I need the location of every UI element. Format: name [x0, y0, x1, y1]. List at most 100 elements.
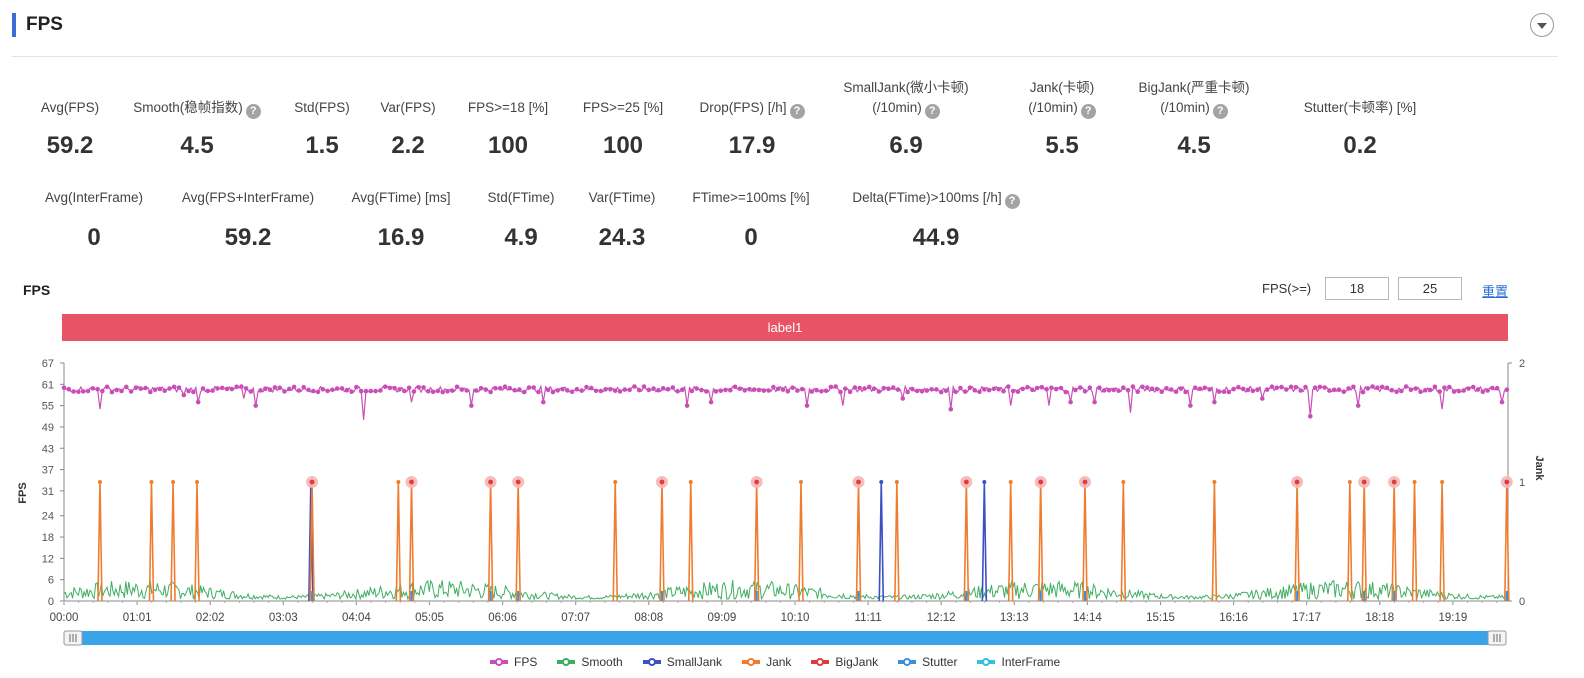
y-left-tick-label: 37 [42, 465, 54, 477]
stat-stats_row1-2: Std(FPS) 1.5 [202, 78, 442, 159]
fps-threshold-input-2[interactable]: 25 [1398, 277, 1462, 300]
fps-point [387, 385, 393, 391]
jank-spike [194, 481, 200, 602]
fps-threshold-input-1[interactable]: 18 [1325, 277, 1389, 300]
fps-point [665, 386, 671, 392]
help-icon[interactable]: ? [1080, 104, 1096, 119]
jank-spike-point [1412, 480, 1417, 484]
fps-point [723, 387, 728, 393]
legend-item-smalljank[interactable]: SmallJank [642, 655, 722, 669]
legend-swatch [742, 658, 761, 666]
fps-series-line [63, 384, 1508, 420]
stat-value: 0 [87, 224, 101, 251]
stat-label: SmallJank(微小卡顿) [843, 80, 969, 95]
y-left-tick-label: 43 [42, 443, 54, 455]
fps-point [699, 387, 704, 393]
fps-point [1379, 384, 1385, 390]
collapse-toggle-button[interactable] [1530, 13, 1554, 37]
fps-point [358, 388, 364, 394]
section-header: FPS [12, 12, 63, 38]
help-icon[interactable]: ? [1004, 194, 1020, 209]
fps-point [823, 388, 829, 394]
stat-stats_row1-3: Var(FPS) 2.2 [288, 78, 528, 159]
smalljank-spike-point [879, 480, 884, 484]
fps-point [603, 387, 608, 392]
stat-label: FPS>=25 [%] [582, 100, 664, 115]
legend-item-fps[interactable]: FPS [490, 655, 537, 669]
stat-stats_row1-6: Drop(FPS) [/h]? 17.9 [632, 78, 872, 159]
fps-point [718, 388, 723, 394]
jank-spike [798, 481, 804, 602]
stat-value: 4.5 [180, 132, 214, 159]
jank-spike [1439, 481, 1445, 602]
fps-point [1288, 384, 1294, 390]
stat-stats_row1-8: Jank(卡顿) (/10min)? 5.5 [942, 78, 1182, 159]
bigjank-spike-point [963, 479, 969, 485]
legend-item-stutter[interactable]: Stutter [898, 655, 957, 669]
legend-item-jank[interactable]: Jank [742, 655, 791, 669]
x-tick-label: 08:08 [634, 612, 663, 624]
stat-value: 4.5 [1177, 132, 1211, 159]
legend-item-smooth[interactable]: Smooth [557, 655, 623, 669]
legend-item-bigjank[interactable]: BigJank [811, 655, 878, 669]
fps-point [1284, 387, 1289, 392]
x-tick-label: 15:15 [1146, 612, 1175, 624]
fps-point [1106, 387, 1112, 393]
stat-value: 17.9 [728, 132, 776, 159]
segment-label-bar[interactable]: label1 [62, 314, 1508, 341]
fps-point [790, 385, 795, 391]
stat-label-unit: (/10min)? [942, 98, 1182, 119]
reset-link[interactable]: 重置 [1482, 284, 1509, 299]
fps-point [814, 387, 819, 393]
x-tick-label: 09:09 [707, 612, 736, 624]
bigjank-spike [1361, 481, 1367, 602]
fps-point [1025, 384, 1030, 390]
chart-legend: FPS Smooth SmallJank Jank BigJank Stutter Inte… [490, 655, 1080, 669]
x-tick-label: 12:12 [927, 612, 956, 624]
fps-point [272, 385, 278, 390]
fps-point [171, 384, 177, 390]
y-left-tick-label: 49 [42, 422, 54, 434]
fps-point [234, 384, 239, 390]
fps-point [589, 385, 594, 391]
x-tick-label: 06:06 [488, 612, 517, 624]
fps-point [742, 388, 747, 393]
fps-point [488, 389, 493, 395]
help-icon[interactable]: ? [1212, 104, 1228, 119]
fps-point [828, 384, 834, 390]
fps-point [1375, 385, 1380, 391]
fps-point [1159, 389, 1164, 395]
stat-stats_row1-5: FPS>=25 [%] 100 [503, 78, 743, 159]
bigjank-spike-point [754, 479, 760, 485]
fps-point [195, 399, 201, 405]
fps-point [867, 384, 872, 390]
fps-point [330, 387, 335, 393]
stat-value: 2.2 [391, 132, 425, 159]
fps-point [1303, 384, 1308, 390]
fps-point [100, 388, 105, 394]
x-tick-label: 00:00 [50, 612, 79, 624]
bigjank-spike-point [1082, 479, 1088, 485]
legend-item-interframe[interactable]: InterFrame [977, 655, 1060, 669]
fps-point [704, 389, 709, 394]
jank-spike-point [894, 480, 899, 484]
y-left-tick-label: 61 [42, 379, 54, 391]
help-icon[interactable]: ? [924, 104, 940, 119]
bigjank-spike-point [1294, 479, 1300, 485]
fps-point [1053, 386, 1059, 392]
fps-point [1447, 384, 1452, 390]
fps-point [675, 388, 680, 394]
fps-point [914, 388, 920, 394]
fps-point [435, 388, 441, 394]
x-tick-label: 04:04 [342, 612, 371, 624]
stat-value: 6.9 [889, 132, 923, 159]
stat-label: Drop(FPS) [/h]? [632, 98, 872, 119]
fps-point [354, 384, 359, 390]
bigjank-spike [1294, 481, 1300, 602]
help-icon[interactable]: ? [789, 104, 805, 119]
y-left-tick-label: 6 [48, 575, 54, 587]
fps-point [579, 388, 584, 393]
fps-point [253, 403, 258, 408]
fps-point [967, 385, 973, 391]
help-icon[interactable]: ? [245, 104, 261, 119]
